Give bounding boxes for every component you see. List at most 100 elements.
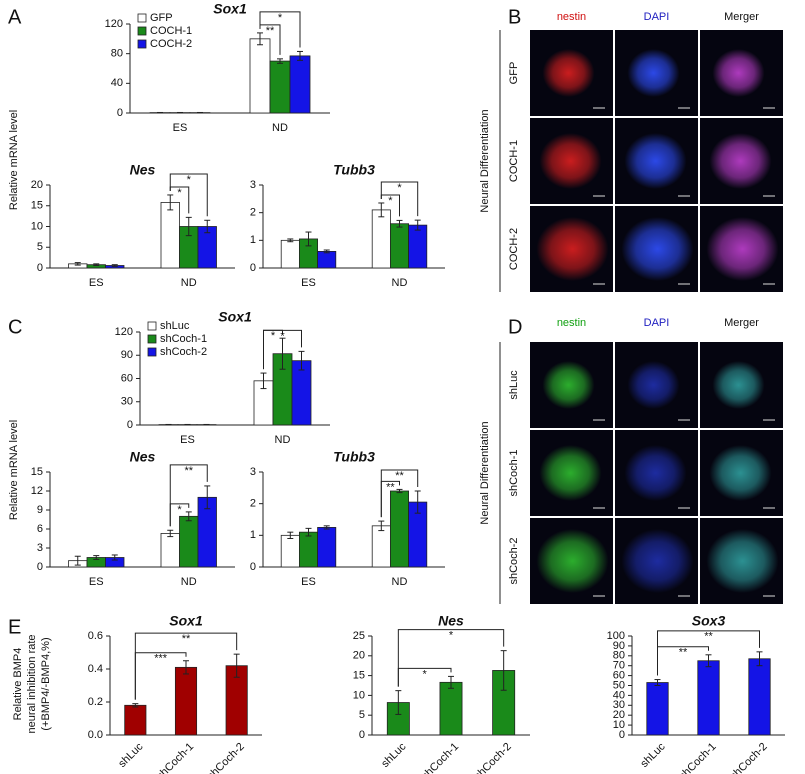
cell-cluster: [712, 361, 765, 409]
cell-cluster: [627, 361, 680, 409]
y-tick-label: 3: [250, 179, 256, 191]
error-bar: [277, 58, 283, 64]
error-bar: [414, 490, 421, 514]
legend-label: GFP: [150, 12, 173, 24]
error-bar: [396, 488, 403, 494]
significance-label: *: [449, 630, 454, 642]
row-label: COCH-2: [508, 228, 520, 270]
x-tick-label: shCoch-1: [677, 741, 719, 774]
column-header: nestin: [557, 11, 586, 23]
y-tick-label: 1: [250, 234, 256, 246]
x-tick-label: ES: [89, 576, 104, 588]
cell-cluster: [624, 445, 687, 501]
y-tick-label: 9: [37, 504, 43, 516]
y-tick-label: 2: [250, 207, 256, 219]
error-bar: [185, 511, 192, 522]
x-tick-label: shCoch-2: [205, 741, 247, 774]
significance-label: **: [182, 633, 191, 645]
significance-label: ***: [154, 653, 168, 665]
bar: [269, 60, 291, 114]
y-tick-label: 70: [613, 660, 625, 672]
y-tick-label: 0: [250, 262, 256, 274]
y-tick-label: 0.0: [88, 729, 103, 741]
bar: [174, 666, 198, 736]
y-tick-label: 6: [37, 523, 43, 535]
bar: [439, 681, 463, 736]
bar: [408, 224, 428, 269]
y-tick-label: 0: [37, 561, 43, 573]
legend-swatch: [147, 334, 157, 344]
bar: [160, 533, 180, 568]
error-bar: [74, 262, 81, 266]
x-tick-label: ES: [180, 434, 195, 446]
legend-label: COCH-2: [150, 38, 192, 50]
error-bar: [204, 485, 211, 510]
significance-label: **: [679, 647, 688, 659]
error-bar: [93, 263, 100, 267]
error-bar: [260, 372, 267, 390]
x-tick-label: shCoch-2: [472, 741, 514, 774]
row-label: COCH-1: [508, 140, 520, 182]
y-tick-label: 0: [250, 561, 256, 573]
error-bar: [298, 350, 305, 371]
cell-cluster: [539, 445, 602, 501]
error-bar: [74, 555, 81, 566]
chart-title: Tubb3: [333, 162, 375, 178]
row-label: shLuc: [508, 370, 520, 400]
cell-cluster: [706, 529, 779, 593]
error-bar: [111, 554, 118, 561]
significance-label: *: [397, 182, 402, 194]
bar: [697, 660, 720, 736]
cell-cluster: [542, 361, 595, 409]
error-bar: [305, 231, 312, 247]
y-tick-label: 0.4: [88, 663, 103, 675]
x-tick-label: shLuc: [116, 740, 146, 770]
x-tick-label: shCoch-2: [728, 741, 770, 774]
x-tick-label: ES: [89, 277, 104, 289]
x-tick-label: ES: [301, 277, 316, 289]
column-header: Merger: [724, 11, 759, 23]
error-bar: [233, 653, 240, 678]
error-bar: [111, 264, 118, 267]
y-axis-label: (+BMP4/-BMP4,%): [40, 637, 52, 730]
y-tick-label: 0.2: [88, 696, 103, 708]
y-tick-label: 0.6: [88, 630, 103, 642]
y-tick-label: 0: [127, 419, 133, 431]
significance-bracket: [134, 632, 238, 700]
x-tick-label: ND: [392, 576, 408, 588]
chart-title: Nes: [438, 613, 464, 629]
cell-cluster: [627, 49, 680, 97]
error-bar: [756, 651, 763, 667]
y-tick-label: 3: [37, 542, 43, 554]
significance-bracket: [657, 630, 760, 676]
bar: [317, 250, 337, 269]
cell-cluster: [536, 529, 609, 593]
bar: [280, 239, 300, 269]
error-bar: [414, 219, 421, 231]
x-tick-label: ES: [301, 576, 316, 588]
column-header: DAPI: [644, 11, 670, 23]
bar: [249, 38, 271, 114]
y-tick-label: 1: [250, 529, 256, 541]
x-tick-label: ES: [173, 122, 188, 134]
column-header: nestin: [557, 317, 586, 329]
significance-bracket: [169, 464, 208, 527]
significance-label: *: [278, 12, 283, 24]
y-tick-label: 15: [31, 200, 43, 212]
chart-title: Tubb3: [333, 449, 375, 465]
error-bar: [705, 654, 712, 668]
y-tick-label: 90: [121, 349, 133, 361]
panel-label: A: [8, 6, 22, 28]
y-tick-label: 15: [31, 466, 43, 478]
y-tick-label: 30: [121, 396, 133, 408]
significance-label: **: [184, 465, 193, 477]
legend-swatch: [137, 26, 147, 36]
cell-cluster: [621, 217, 694, 281]
y-tick-label: 0: [117, 107, 123, 119]
panel-label: D: [508, 316, 522, 338]
bar: [371, 209, 391, 269]
cell-cluster: [706, 217, 779, 281]
y-tick-label: 5: [37, 241, 43, 253]
cell-cluster: [709, 133, 772, 189]
